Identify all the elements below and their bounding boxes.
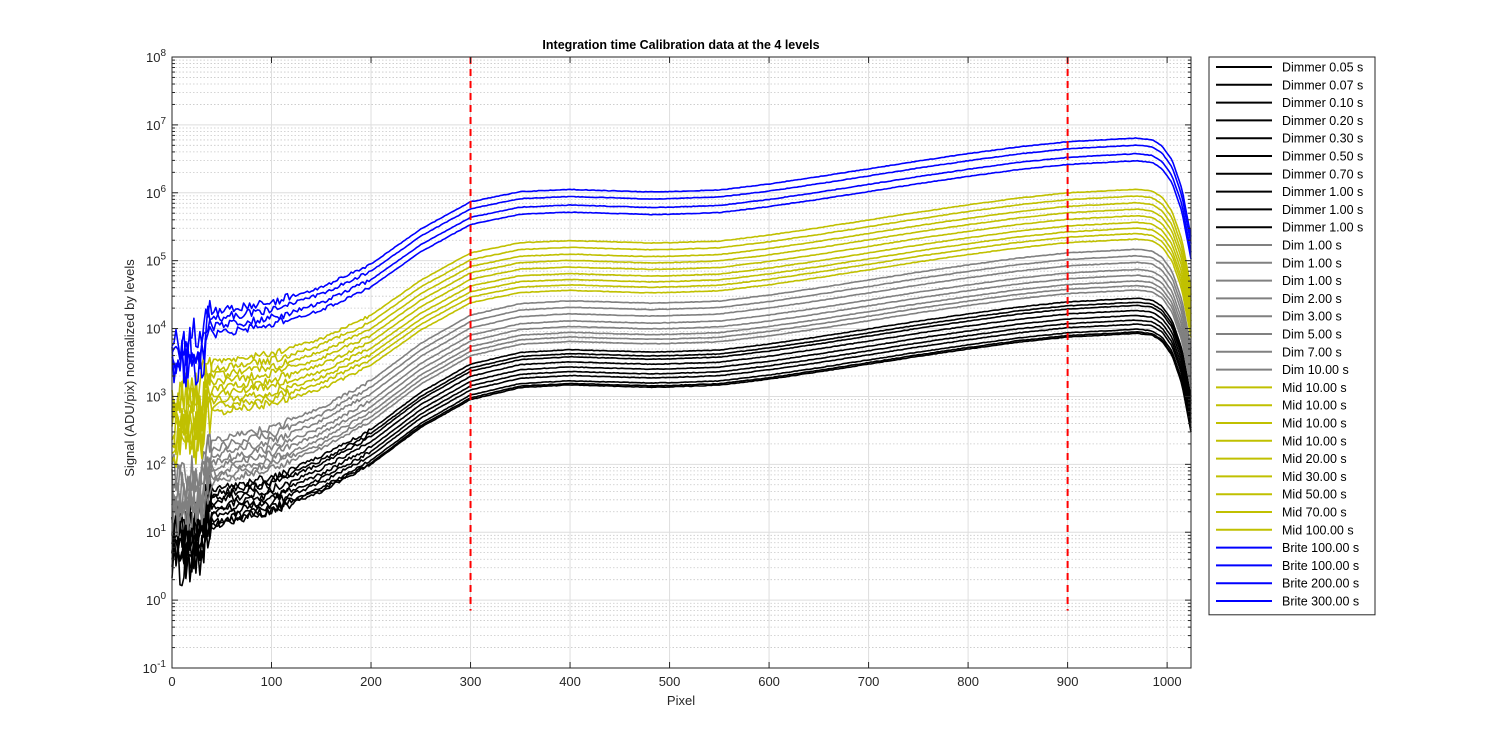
- x-tick-label: 0: [168, 674, 175, 689]
- legend-label: Dimmer 0.50 s: [1282, 150, 1363, 164]
- y-axis-label: Signal (ADU/pix) normalized by levels: [122, 259, 137, 477]
- x-tick-label: 400: [559, 674, 581, 689]
- legend-label: Mid 50.00 s: [1282, 488, 1347, 502]
- series-line: [171, 137, 1192, 366]
- x-tick-label: 1000: [1153, 674, 1182, 689]
- series-line: [171, 254, 1192, 500]
- x-tick-label: 700: [858, 674, 880, 689]
- series-line: [171, 208, 1192, 436]
- x-tick-label: 200: [360, 674, 382, 689]
- series-line: [171, 195, 1192, 418]
- x-tick-label: 600: [758, 674, 780, 689]
- series-line: [171, 268, 1192, 513]
- legend-label: Dim 2.00 s: [1282, 292, 1342, 306]
- legend-label: Mid 70.00 s: [1282, 506, 1347, 520]
- legend-label: Dimmer 0.07 s: [1282, 78, 1363, 92]
- legend: Dimmer 0.05 s Dimmer 0.07 s Dimmer 0.10 s D…: [1208, 56, 1376, 616]
- legend-label: Brite 300.00 s: [1282, 595, 1359, 609]
- series-line: [171, 232, 1192, 459]
- legend-label: Brite 100.00 s: [1282, 559, 1359, 573]
- x-tick-label: 900: [1057, 674, 1079, 689]
- series-line: [171, 201, 1192, 420]
- x-tick-label: 800: [957, 674, 979, 689]
- legend-label: Mid 20.00 s: [1282, 452, 1347, 466]
- chart-title: Integration time Calibration data at the…: [542, 38, 819, 52]
- legend-label: Dim 5.00 s: [1282, 328, 1342, 342]
- series-line: [171, 227, 1192, 455]
- series-line: [171, 301, 1192, 544]
- legend-label: Dimmer 0.10 s: [1282, 96, 1363, 110]
- legend-label: Mid 30.00 s: [1282, 470, 1347, 484]
- plot-background: [172, 57, 1191, 668]
- legend-label: Dimmer 1.00 s: [1282, 185, 1363, 199]
- legend-label: Dimmer 0.05 s: [1282, 61, 1363, 75]
- legend-label: Mid 100.00 s: [1282, 523, 1354, 537]
- y-tick-label: 105: [146, 252, 166, 269]
- series-line: [171, 248, 1192, 493]
- axis-layer: 0 100 200 300 400 500 600 700 800 900 1000 10-1 100 1…: [143, 48, 1192, 689]
- x-tick-label: 100: [261, 674, 283, 689]
- series-line: [171, 314, 1192, 562]
- series-line: [171, 280, 1192, 525]
- legend-label: Dim 7.00 s: [1282, 345, 1342, 359]
- series-line: [171, 323, 1192, 569]
- y-tick-label: 10-1: [143, 659, 167, 676]
- legend-label: Mid 10.00 s: [1282, 399, 1347, 413]
- y-tick-label: 108: [146, 48, 166, 65]
- legend-label: Brite 200.00 s: [1282, 577, 1359, 591]
- series-line: [171, 274, 1192, 518]
- x-axis-label: Pixel: [667, 693, 695, 708]
- legend-label: Brite 100.00 s: [1282, 541, 1359, 555]
- legend-label: Dimmer 1.00 s: [1282, 221, 1363, 235]
- series-line: [171, 331, 1192, 580]
- legend-label: Mid 10.00 s: [1282, 381, 1347, 395]
- series-line: [171, 144, 1192, 370]
- series-line: [171, 284, 1192, 536]
- legend-label: Dim 1.00 s: [1282, 239, 1342, 253]
- legend-label: Dim 3.00 s: [1282, 310, 1342, 324]
- y-tick-label: 107: [146, 116, 166, 133]
- legend-label: Mid 10.00 s: [1282, 434, 1347, 448]
- series-line: [171, 188, 1192, 412]
- series-line: [171, 328, 1192, 574]
- legend-label: Dim 10.00 s: [1282, 363, 1349, 377]
- y-tick-label: 102: [146, 455, 166, 472]
- y-tick-label: 100: [146, 591, 166, 608]
- series-line: [171, 238, 1192, 468]
- series-line: [171, 289, 1192, 537]
- y-tick-label: 103: [146, 387, 166, 404]
- legend-label: Dim 1.00 s: [1282, 256, 1342, 270]
- series-line: [171, 297, 1192, 541]
- x-tick-label: 500: [659, 674, 681, 689]
- legend-label: Mid 10.00 s: [1282, 417, 1347, 431]
- legend-label: Dimmer 0.20 s: [1282, 114, 1363, 128]
- y-tick-label: 104: [146, 320, 166, 337]
- y-tick-label: 101: [146, 523, 166, 540]
- legend-label: Dimmer 0.70 s: [1282, 167, 1363, 181]
- legend-box: [1208, 56, 1376, 616]
- series-line: [171, 215, 1192, 440]
- axes-box: [171, 56, 1192, 669]
- legend-label: Dimmer 1.00 s: [1282, 203, 1363, 217]
- series-line: [171, 159, 1192, 388]
- series-line: [171, 304, 1192, 548]
- vline-layer: [469, 57, 1069, 611]
- x-tick-label: 300: [460, 674, 482, 689]
- series-line: [171, 221, 1192, 454]
- legend-label: Dim 1.00 s: [1282, 274, 1342, 288]
- y-tick-label: 106: [146, 184, 166, 201]
- series-line: [171, 309, 1192, 557]
- series-line: [171, 152, 1192, 384]
- series-line: [171, 261, 1192, 513]
- legend-label: Dimmer 0.30 s: [1282, 132, 1363, 146]
- series-layer: [171, 137, 1192, 587]
- series-line: [171, 319, 1192, 567]
